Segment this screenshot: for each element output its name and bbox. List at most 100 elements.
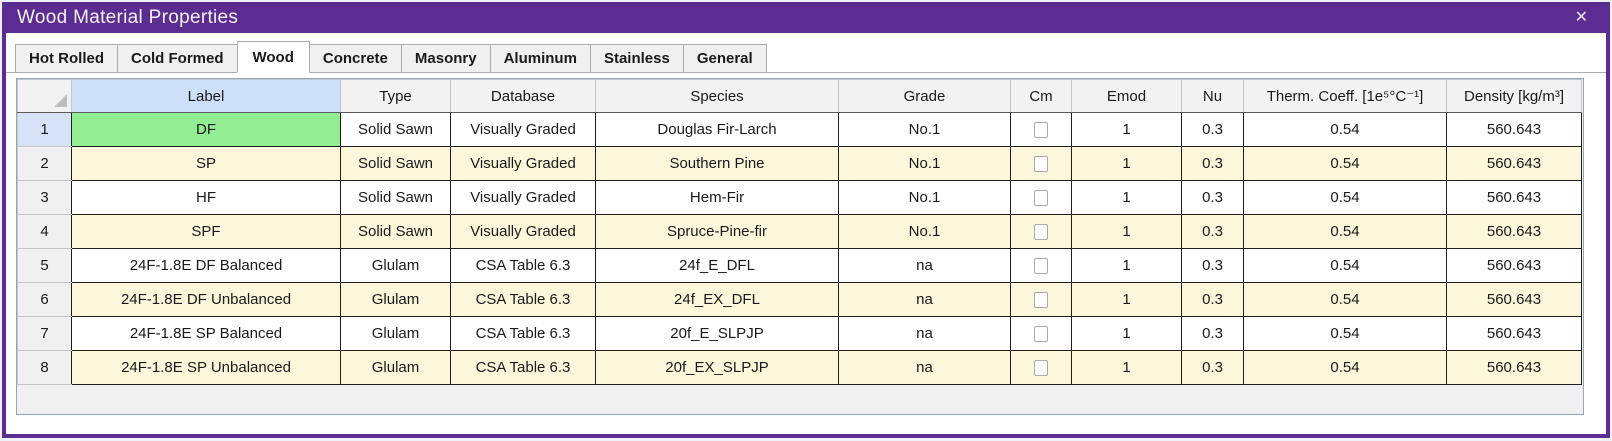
tab-wood[interactable]: Wood (236, 41, 310, 73)
cell-emod[interactable]: 1 (1071, 316, 1182, 351)
cell-therm-coeff[interactable]: 0.54 (1243, 214, 1447, 249)
cell-type[interactable]: Solid Sawn (340, 146, 451, 181)
cell-grade[interactable]: na (838, 282, 1011, 317)
cell-type[interactable]: Glulam (340, 316, 451, 351)
titlebar[interactable]: Wood Material Properties ✕ (6, 2, 1606, 33)
column-header-cm[interactable]: Cm (1010, 79, 1072, 113)
cell-type[interactable]: Glulam (340, 248, 451, 283)
cell-therm-coeff[interactable]: 0.54 (1243, 316, 1447, 351)
column-header-label[interactable]: Label (71, 79, 341, 113)
cell-grade[interactable]: No.1 (838, 146, 1011, 181)
cell-therm-coeff[interactable]: 0.54 (1243, 180, 1447, 215)
cell-grade[interactable]: na (838, 248, 1011, 283)
cell-grade[interactable]: No.1 (838, 112, 1011, 147)
cell-species[interactable]: Spruce-Pine-fir (595, 214, 839, 249)
cell-density[interactable]: 560.643 (1446, 248, 1582, 283)
cell-cm[interactable] (1010, 214, 1072, 249)
tab-stainless[interactable]: Stainless (589, 44, 684, 73)
cell-type[interactable]: Glulam (340, 350, 451, 385)
cell-therm-coeff[interactable]: 0.54 (1243, 248, 1447, 283)
tab-aluminum[interactable]: Aluminum (489, 44, 591, 73)
cell-density[interactable]: 560.643 (1446, 112, 1582, 147)
cell-database[interactable]: Visually Graded (450, 112, 596, 147)
cell-species[interactable]: 24f_E_DFL (595, 248, 839, 283)
cell-species[interactable]: 20f_E_SLPJP (595, 316, 839, 351)
tab-cold-formed[interactable]: Cold Formed (117, 44, 238, 73)
cell-type[interactable]: Solid Sawn (340, 180, 451, 215)
cm-checkbox[interactable] (1034, 292, 1048, 309)
column-header-species[interactable]: Species (595, 79, 839, 113)
cell-nu[interactable]: 0.3 (1181, 214, 1244, 249)
cell-density[interactable]: 560.643 (1446, 350, 1582, 385)
cell-type[interactable]: Solid Sawn (340, 112, 451, 147)
cell-species[interactable]: 20f_EX_SLPJP (595, 350, 839, 385)
cell-density[interactable]: 560.643 (1446, 180, 1582, 215)
cell-therm-coeff[interactable]: 0.54 (1243, 146, 1447, 181)
cell-emod[interactable]: 1 (1071, 282, 1182, 317)
cell-nu[interactable]: 0.3 (1181, 146, 1244, 181)
row-number[interactable]: 1 (17, 112, 72, 147)
tab-hot-rolled[interactable]: Hot Rolled (15, 44, 118, 73)
row-number[interactable]: 8 (17, 350, 72, 385)
row-number[interactable]: 6 (17, 282, 72, 317)
cell-density[interactable]: 560.643 (1446, 146, 1582, 181)
cell-density[interactable]: 560.643 (1446, 214, 1582, 249)
cm-checkbox[interactable] (1034, 190, 1048, 207)
cm-checkbox[interactable] (1034, 360, 1048, 377)
cell-database[interactable]: Visually Graded (450, 214, 596, 249)
column-header-emod[interactable]: Emod (1071, 79, 1182, 113)
cell-cm[interactable] (1010, 282, 1072, 317)
cell-density[interactable]: 560.643 (1446, 316, 1582, 351)
row-number[interactable]: 7 (17, 316, 72, 351)
cell-database[interactable]: Visually Graded (450, 180, 596, 215)
cell-emod[interactable]: 1 (1071, 350, 1182, 385)
tab-masonry[interactable]: Masonry (400, 44, 491, 73)
column-header-nu[interactable]: Nu (1181, 79, 1244, 113)
cell-type[interactable]: Glulam (340, 282, 451, 317)
cell-label[interactable]: SPF (71, 214, 341, 249)
cell-label[interactable]: SP (71, 146, 341, 181)
cell-grade[interactable]: No.1 (838, 180, 1011, 215)
row-number[interactable]: 3 (17, 180, 72, 215)
cell-cm[interactable] (1010, 248, 1072, 283)
cell-grade[interactable]: na (838, 316, 1011, 351)
cell-database[interactable]: CSA Table 6.3 (450, 350, 596, 385)
cm-checkbox[interactable] (1034, 258, 1048, 275)
cell-emod[interactable]: 1 (1071, 146, 1182, 181)
cell-cm[interactable] (1010, 180, 1072, 215)
cell-database[interactable]: CSA Table 6.3 (450, 282, 596, 317)
cm-checkbox[interactable] (1034, 224, 1048, 241)
cell-therm-coeff[interactable]: 0.54 (1243, 282, 1447, 317)
cell-label[interactable]: DF (71, 112, 341, 147)
cell-type[interactable]: Solid Sawn (340, 214, 451, 249)
cell-label[interactable]: HF (71, 180, 341, 215)
cell-density[interactable]: 560.643 (1446, 282, 1582, 317)
cell-database[interactable]: Visually Graded (450, 146, 596, 181)
cell-species[interactable]: Hem-Fir (595, 180, 839, 215)
cell-emod[interactable]: 1 (1071, 180, 1182, 215)
row-number[interactable]: 2 (17, 146, 72, 181)
cell-cm[interactable] (1010, 350, 1072, 385)
cell-emod[interactable]: 1 (1071, 112, 1182, 147)
cell-species[interactable]: Southern Pine (595, 146, 839, 181)
tab-general[interactable]: General (682, 44, 767, 73)
cell-emod[interactable]: 1 (1071, 248, 1182, 283)
cell-species[interactable]: Douglas Fir-Larch (595, 112, 839, 147)
cell-emod[interactable]: 1 (1071, 214, 1182, 249)
cell-species[interactable]: 24f_EX_DFL (595, 282, 839, 317)
column-header-grade[interactable]: Grade (838, 79, 1011, 113)
cm-checkbox[interactable] (1034, 156, 1048, 173)
cell-grade[interactable]: No.1 (838, 214, 1011, 249)
column-header-density[interactable]: Density [kg/m³] (1446, 79, 1582, 113)
cell-cm[interactable] (1010, 316, 1072, 351)
cell-nu[interactable]: 0.3 (1181, 316, 1244, 351)
cell-nu[interactable]: 0.3 (1181, 282, 1244, 317)
cell-therm-coeff[interactable]: 0.54 (1243, 350, 1447, 385)
cell-label[interactable]: 24F-1.8E DF Balanced (71, 248, 341, 283)
cell-database[interactable]: CSA Table 6.3 (450, 248, 596, 283)
row-number[interactable]: 4 (17, 214, 72, 249)
cm-checkbox[interactable] (1034, 122, 1048, 139)
cm-checkbox[interactable] (1034, 326, 1048, 343)
cell-nu[interactable]: 0.3 (1181, 180, 1244, 215)
cell-label[interactable]: 24F-1.8E SP Balanced (71, 316, 341, 351)
